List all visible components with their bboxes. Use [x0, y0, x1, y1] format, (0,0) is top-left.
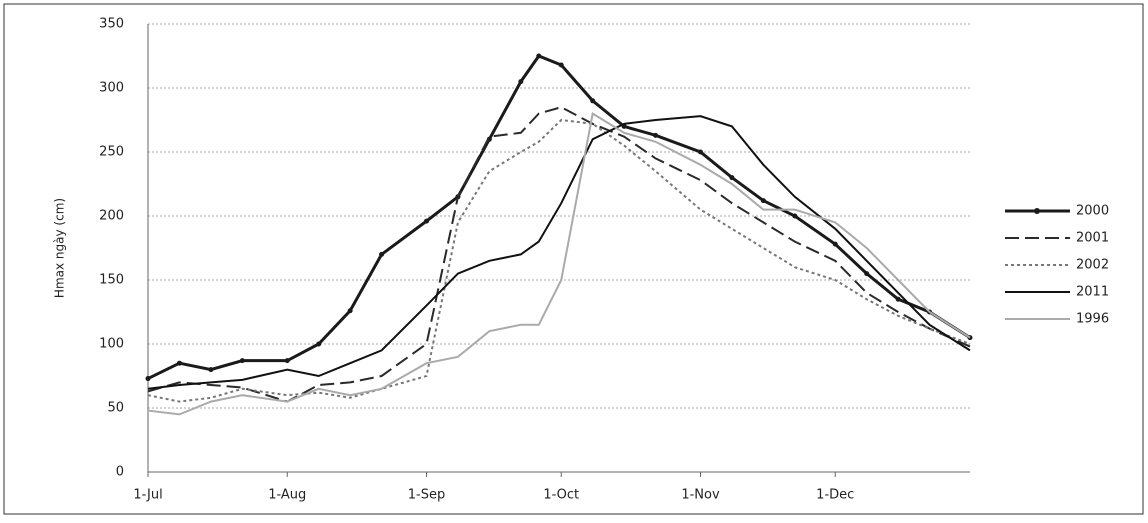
series-marker	[176, 360, 182, 366]
series-marker	[792, 213, 798, 219]
series-marker	[760, 198, 766, 204]
series-marker	[558, 62, 564, 68]
series-marker	[590, 98, 596, 104]
series-marker	[284, 358, 290, 364]
y-tick-label: 100	[99, 337, 124, 352]
y-tick-label: 250	[99, 145, 124, 160]
series-marker	[864, 271, 870, 277]
x-tick-label: 1-Nov	[681, 488, 720, 503]
x-tick-label: 1-Oct	[543, 488, 579, 503]
frame	[3, 3, 1144, 515]
legend-label: 1996	[1076, 312, 1109, 327]
legend-marker	[1034, 208, 1040, 214]
series-marker	[536, 53, 542, 59]
series-marker	[729, 175, 735, 181]
legend-label: 2000	[1076, 204, 1109, 219]
series-marker	[145, 376, 151, 382]
y-axis-label: Hmax ngày (cm)	[53, 198, 67, 298]
series-marker	[239, 358, 245, 364]
x-tick-label: 1-Aug	[268, 488, 306, 503]
series-marker	[423, 218, 429, 224]
series-marker	[653, 132, 659, 138]
series-marker	[316, 341, 322, 347]
series-line	[147, 115, 971, 390]
x-tick-label: 1-Dec	[816, 488, 854, 503]
series-marker	[208, 367, 214, 373]
series-marker	[518, 79, 524, 85]
y-tick-label: 200	[99, 209, 124, 224]
x-tick-label: 1-Jul	[133, 488, 162, 503]
x-tick-label: 1-Sep	[408, 488, 445, 503]
y-tick-label: 0	[116, 465, 124, 480]
series-marker	[697, 149, 703, 155]
series-marker	[895, 296, 901, 302]
series-line	[147, 111, 971, 416]
y-tick-label: 350	[99, 17, 124, 32]
legend-label: 2011	[1076, 285, 1109, 300]
legend-label: 2002	[1076, 258, 1109, 273]
series-marker	[832, 241, 838, 247]
y-tick-label: 150	[99, 273, 124, 288]
y-tick-label: 50	[107, 401, 124, 416]
y-tick-label: 300	[99, 81, 124, 96]
series-line	[147, 54, 971, 380]
series-marker	[379, 251, 385, 257]
series-marker	[347, 308, 353, 314]
legend-label: 2001	[1076, 231, 1109, 246]
